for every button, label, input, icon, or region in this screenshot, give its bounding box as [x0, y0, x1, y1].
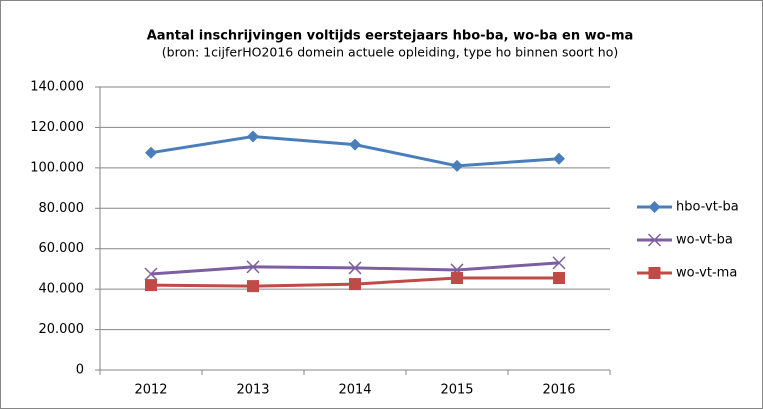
x-tick-label: 2014 [338, 383, 371, 398]
y-tick-label: 20.000 [39, 322, 85, 337]
data-point [246, 260, 260, 274]
legend-label: wo-vt-ba [676, 233, 733, 248]
y-tick-label: 40.000 [39, 282, 85, 297]
data-point [349, 138, 361, 151]
data-point [553, 272, 565, 285]
x-tick-label: 2012 [134, 383, 167, 398]
y-tick-label: 140.000 [30, 80, 84, 95]
x-tick-label: 2015 [440, 383, 473, 398]
data-point [451, 159, 463, 172]
chart-subtitle: (bron: 1cijferHO2016 domein actuele ople… [162, 45, 618, 60]
data-point [247, 130, 259, 143]
y-tick-label: 0 [76, 363, 84, 378]
data-point [348, 261, 362, 275]
chart-title: Aantal inschrijvingen voltijds eerstejaa… [147, 29, 634, 44]
y-tick-label: 80.000 [39, 201, 85, 216]
data-point [552, 256, 566, 270]
y-tick-label: 60.000 [39, 241, 85, 256]
y-tick-label: 120.000 [30, 120, 84, 135]
legend-label: wo-vt-ma [676, 266, 737, 281]
x-tick-label: 2013 [236, 383, 269, 398]
data-point [145, 146, 157, 159]
y-tick-label: 100.000 [30, 160, 84, 175]
legend-marker [648, 201, 661, 213]
data-point [451, 272, 463, 285]
data-point [145, 279, 157, 292]
data-point [247, 280, 259, 293]
data-point [144, 267, 158, 281]
data-point [553, 152, 565, 165]
legend-marker [647, 233, 662, 247]
legend-marker [648, 267, 661, 279]
data-point [349, 278, 361, 291]
legend-label: hbo-vt-ba [676, 200, 739, 215]
x-tick-label: 2016 [542, 383, 575, 398]
